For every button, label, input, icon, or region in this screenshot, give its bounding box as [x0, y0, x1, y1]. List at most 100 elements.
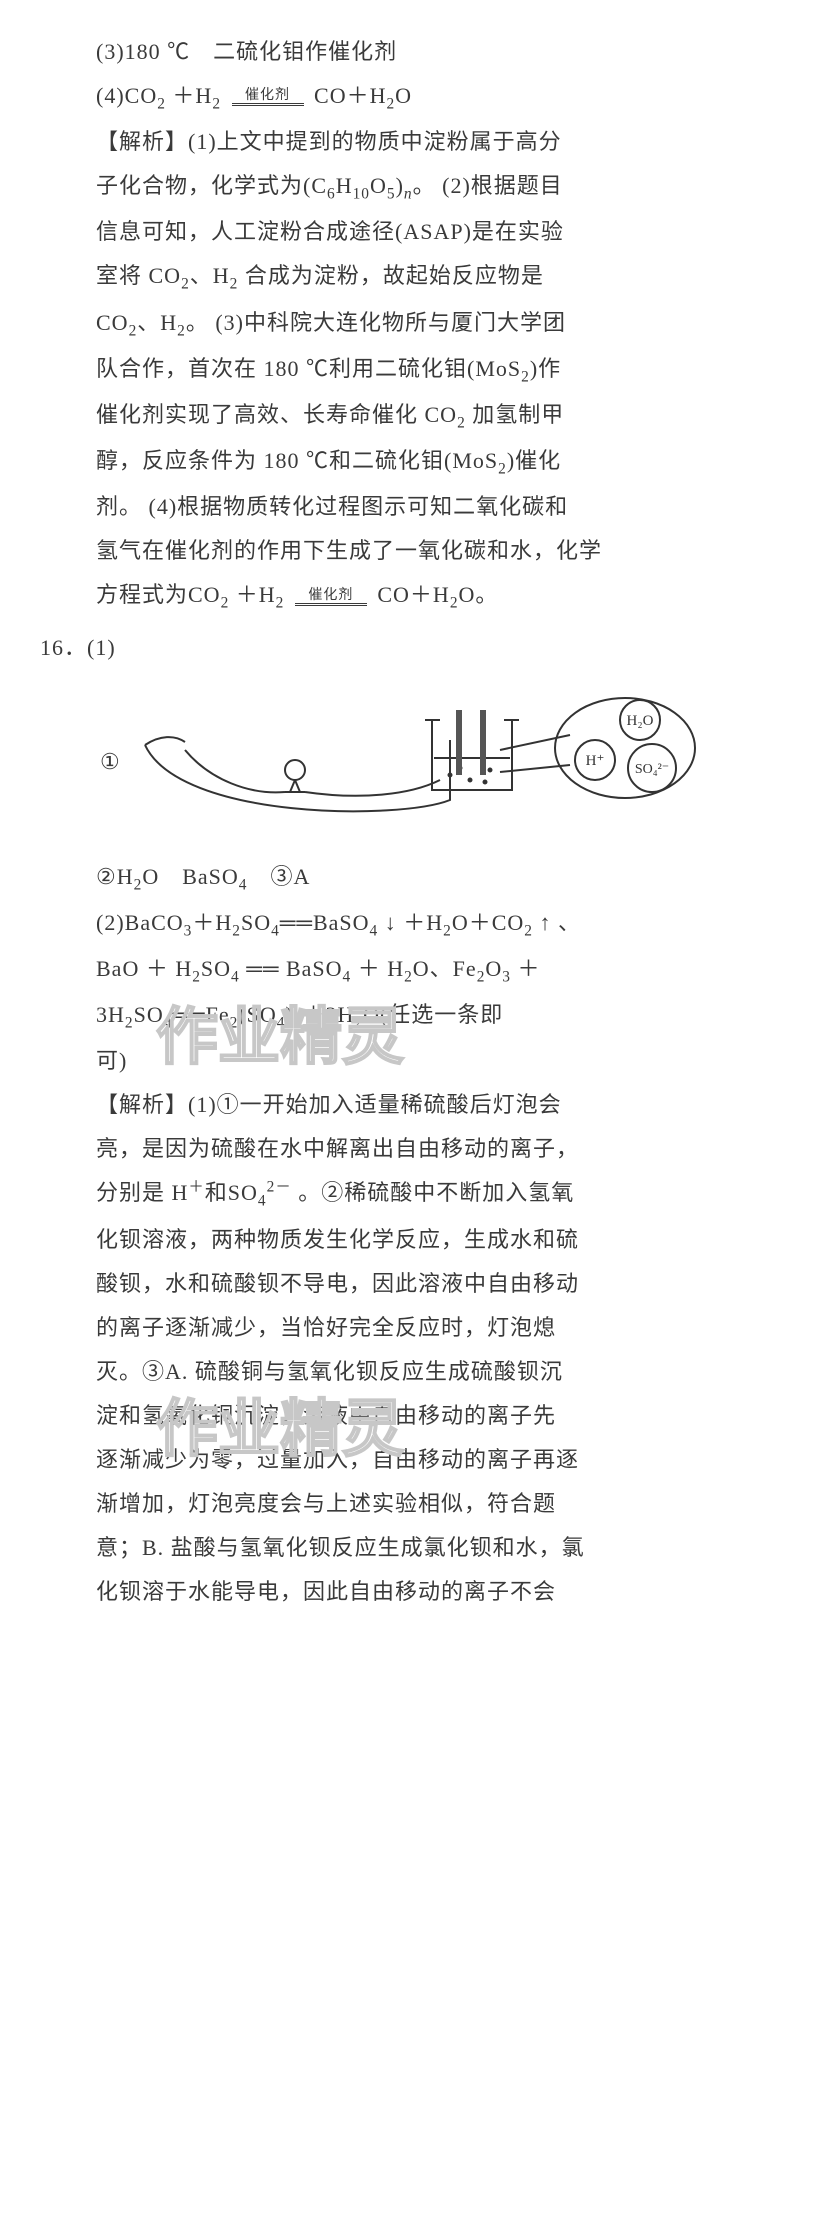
- answer-line: 可): [96, 1039, 798, 1083]
- t: ＋: [511, 956, 541, 981]
- t: ＋H: [166, 83, 212, 108]
- t: 3: [294, 1015, 303, 1032]
- sub-num-1: ①: [100, 740, 120, 784]
- t: 4: [231, 968, 240, 985]
- t: ): [285, 1002, 293, 1027]
- t: 2: [404, 968, 413, 985]
- t: ②H: [96, 864, 134, 889]
- t: 子化合物，化学式为(C: [96, 173, 327, 198]
- analysis-line: 灭。③A. 硫酸铜与氢氧化钡反应生成硫酸钡沉: [96, 1350, 798, 1394]
- t: ③A: [247, 864, 310, 889]
- t: 2: [354, 1015, 363, 1032]
- t: 和SO: [205, 1180, 258, 1205]
- t: 。②稀硫酸中不断加入氢氧: [292, 1180, 575, 1205]
- t: CO＋H: [314, 83, 386, 108]
- t: 、H: [137, 310, 177, 335]
- t: ＋ H: [351, 956, 404, 981]
- t: 2: [457, 414, 466, 431]
- t: O。: [459, 582, 499, 607]
- t: BaSO: [313, 910, 370, 935]
- t: 2: [498, 461, 507, 478]
- t: H: [336, 173, 353, 198]
- t: BaO ＋ H: [96, 956, 192, 981]
- bubble-h2o: H₂O: [626, 713, 653, 729]
- t: 2: [177, 322, 186, 339]
- answer-line: 3H2SO4══Fe2(SO4)3＋3H2O(任选一条即: [96, 993, 798, 1039]
- t: CO＋H: [377, 582, 449, 607]
- t: 4: [343, 968, 352, 985]
- t: 2: [276, 595, 285, 612]
- t: O BaSO: [142, 864, 238, 889]
- t: 2: [192, 968, 201, 985]
- diagram-row: ①: [100, 680, 798, 845]
- t: 醇，反应条件为 180 ℃和二硫化钼(MoS: [96, 448, 498, 473]
- t: ══: [172, 1002, 205, 1027]
- t: BaSO: [286, 956, 343, 981]
- answer-line: ②H2O BaSO4 ③A: [96, 855, 798, 901]
- t: ＋H: [192, 910, 232, 935]
- analysis-line: CO2、H2。 (3)中科院大连化物所与厦门大学团: [96, 301, 798, 347]
- t: 3: [502, 968, 511, 985]
- watermark-region-2: 作业精灵 灭。③A. 硫酸铜与氢氧化钡反应生成硫酸钡沉 淀和氢氧化铜沉淀，溶液中…: [96, 1350, 798, 1438]
- analysis-line: 的离子逐渐减少，当恰好完全反应时，灯泡熄: [96, 1306, 798, 1350]
- t: (4)CO: [96, 83, 157, 108]
- t: 10: [353, 186, 370, 203]
- answer-block-2: ②H2O BaSO4 ③A (2)BaCO3＋H2SO4══BaSO4 ↓ ＋H…: [96, 855, 798, 1614]
- t: 2: [221, 595, 230, 612]
- t: 催化剂实现了高效、长寿命催化 CO: [96, 402, 457, 427]
- cond-top: 催化剂: [232, 89, 304, 103]
- analysis-line: 氢气在催化剂的作用下生成了一氧化碳和水，化学: [96, 529, 798, 573]
- t: 2: [181, 276, 190, 293]
- t: 分别是 H: [96, 1180, 188, 1205]
- bubble-so4: SO₄²⁻: [635, 762, 669, 777]
- t: n: [404, 186, 413, 203]
- analysis-line: 【解析】(1)上文中提到的物质中淀粉属于高分: [96, 120, 798, 164]
- analysis-line: 渐增加，灯泡亮度会与上述实验相似，符合题: [96, 1482, 798, 1526]
- t: 2: [157, 95, 166, 112]
- t: 2: [524, 922, 533, 939]
- t: SO: [201, 956, 231, 981]
- line-3: (3)180 ℃ 二硫化钼作催化剂: [96, 30, 798, 74]
- t: 。 (3)中科院大连化物所与厦门大学团: [186, 310, 566, 335]
- t: ══: [240, 956, 286, 981]
- analysis-line: 淀和氢氧化铜沉淀，溶液中自由移动的离子先: [96, 1394, 798, 1438]
- answer-line: (2)BaCO3＋H2SO4══BaSO4 ↓ ＋H2O＋CO2 ↑ 、: [96, 901, 798, 947]
- t: 2: [129, 322, 138, 339]
- t: )作: [530, 356, 561, 381]
- t: )催化: [507, 448, 561, 473]
- t: 加氢制甲: [466, 402, 565, 427]
- analysis-line: 亮，是因为硫酸在水中解离出自由移动的离子，: [96, 1127, 798, 1171]
- bubble-h: H⁺: [585, 753, 604, 769]
- t: ↑ 、: [533, 910, 581, 935]
- analysis-line: 酸钡，水和硫酸钡不导电，因此溶液中自由移动: [96, 1262, 798, 1306]
- question-16: 16．(1): [40, 626, 798, 670]
- t: O: [395, 83, 412, 108]
- t: 方程式为CO: [96, 582, 221, 607]
- t: 合成为淀粉，故起始反应物是: [238, 263, 544, 288]
- t: Fe: [206, 1002, 230, 1027]
- analysis-line: 室将 CO2、H2 合成为淀粉，故起始反应物是: [96, 254, 798, 300]
- analysis-line: 化钡溶液，两种物质发生化学反应，生成水和硫: [96, 1218, 798, 1262]
- t: 。 (2)根据题目: [413, 173, 563, 198]
- t: 5: [387, 186, 396, 203]
- line-4: (4)CO2 ＋H2 催化剂 CO＋H2O: [96, 74, 798, 120]
- t: 4: [258, 1193, 267, 1210]
- t: 2: [443, 922, 452, 939]
- t: (SO: [238, 1002, 276, 1027]
- analysis-line: 信息可知，人工淀粉合成途径(ASAP)是在实验: [96, 210, 798, 254]
- t: O(任选一条即: [363, 1002, 503, 1027]
- t: 4: [271, 922, 280, 939]
- t: ↓ ＋H: [378, 910, 443, 935]
- t: ＋H: [229, 582, 275, 607]
- analysis-line: 催化剂实现了高效、长寿命催化 CO2 加氢制甲: [96, 393, 798, 439]
- t: 4: [370, 922, 379, 939]
- t: 6: [327, 186, 336, 203]
- t: O＋CO: [452, 910, 524, 935]
- t: 2－: [267, 1179, 292, 1196]
- analysis-line: 意；B. 盐酸与氢氧化钡反应生成氯化钡和水，氯: [96, 1526, 798, 1570]
- t: 2: [450, 595, 459, 612]
- analysis-line: 【解析】(1)①一开始加入适量稀硫酸后灯泡会: [96, 1083, 798, 1127]
- t: 室将 CO: [96, 263, 181, 288]
- t: 2: [230, 1015, 239, 1032]
- reaction-condition: 催化剂: [295, 589, 367, 606]
